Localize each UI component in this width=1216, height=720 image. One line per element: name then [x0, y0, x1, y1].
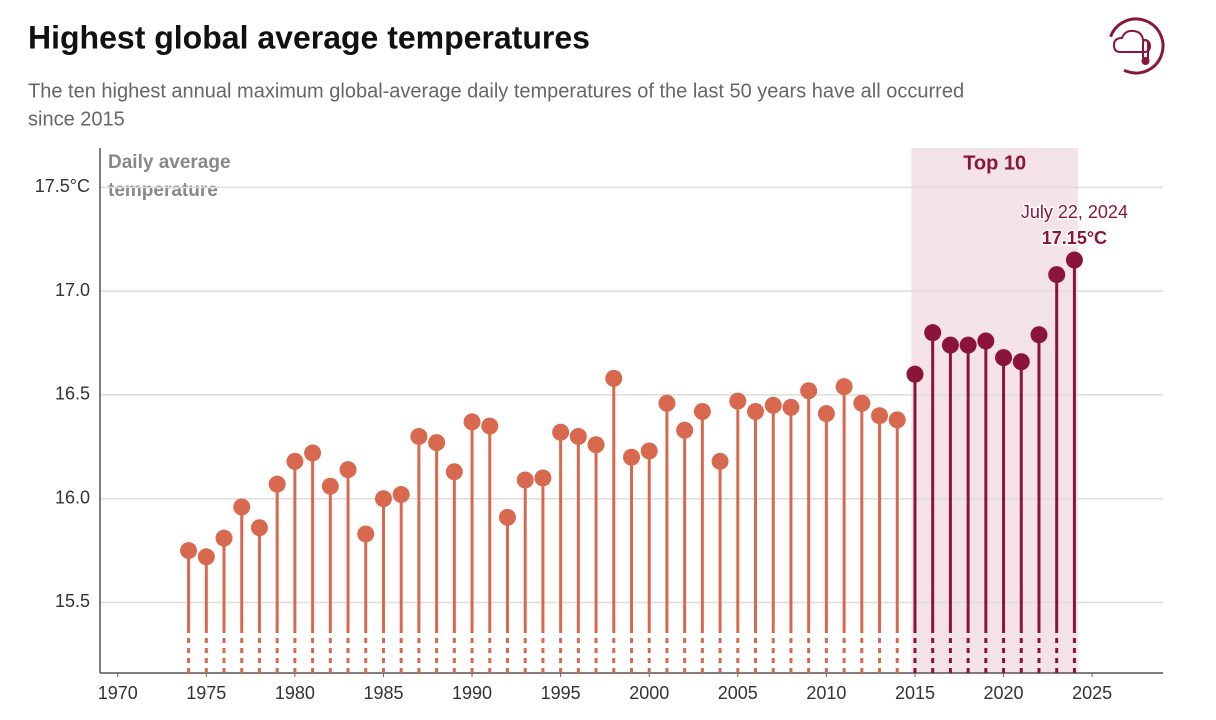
point — [587, 436, 605, 454]
value-label: 17.15°C — [1042, 228, 1107, 248]
y-axis-label: Daily average — [108, 152, 231, 173]
point — [268, 475, 286, 493]
chart-subtitle: since 2015 — [28, 108, 125, 130]
point — [428, 434, 446, 452]
point — [640, 442, 658, 460]
y-tick-label: 17.5°C — [35, 176, 90, 196]
point — [304, 444, 322, 462]
point — [623, 448, 640, 466]
point — [906, 365, 924, 383]
point — [693, 403, 711, 421]
y-tick-label: 16.0 — [55, 487, 90, 507]
x-tick-label: 2015 — [895, 683, 935, 703]
point — [410, 427, 428, 445]
x-tick-label: 2025 — [1072, 683, 1112, 703]
point — [481, 417, 499, 435]
point — [516, 471, 534, 489]
x-tick-label: 1990 — [452, 683, 492, 703]
point — [374, 490, 392, 508]
x-tick-label: 2005 — [718, 683, 758, 703]
x-tick-label: 1995 — [541, 683, 581, 703]
point — [215, 529, 233, 547]
x-tick-label: 2020 — [984, 683, 1024, 703]
point — [286, 452, 304, 470]
point — [552, 423, 570, 441]
point — [817, 405, 835, 423]
point — [977, 332, 995, 350]
point — [835, 378, 853, 396]
point — [392, 486, 410, 504]
chart-title: Highest global average temperatures — [28, 19, 590, 55]
x-tick-label: 2010 — [806, 683, 846, 703]
point — [1012, 353, 1030, 371]
point — [924, 324, 942, 342]
logo — [1107, 17, 1165, 75]
point — [729, 392, 747, 410]
y-axis-label: temperature — [108, 180, 218, 201]
point — [534, 469, 552, 487]
point — [321, 477, 339, 495]
y-tick-label: 16.5 — [55, 384, 90, 404]
point — [463, 413, 481, 431]
x-tick-label: 1975 — [186, 683, 226, 703]
point — [676, 421, 694, 439]
point — [605, 369, 623, 387]
x-tick-label: 2000 — [629, 683, 669, 703]
point — [747, 403, 765, 421]
chart-subtitle: The ten highest annual maximum global-av… — [28, 80, 964, 102]
x-tick-label: 1985 — [363, 683, 403, 703]
point — [871, 407, 889, 425]
point — [233, 498, 251, 516]
point — [995, 349, 1013, 367]
point — [445, 463, 463, 481]
point — [197, 548, 215, 566]
point — [1065, 251, 1083, 269]
point — [658, 394, 676, 412]
point — [853, 394, 871, 412]
point — [357, 525, 375, 543]
point — [250, 519, 268, 537]
point — [569, 427, 587, 445]
point — [711, 452, 729, 470]
point — [339, 461, 357, 479]
point — [800, 382, 818, 400]
point — [959, 336, 977, 354]
point — [1030, 326, 1048, 344]
point — [764, 396, 782, 414]
y-tick-label: 15.5 — [55, 591, 90, 611]
x-tick-label: 1980 — [275, 683, 315, 703]
point — [1048, 266, 1066, 284]
point — [782, 398, 800, 416]
x-tick-label: 1970 — [98, 683, 138, 703]
highlight-label: Top 10 — [963, 152, 1026, 174]
point — [888, 411, 906, 429]
point — [941, 336, 959, 354]
annotation: July 22, 2024 — [1021, 202, 1128, 222]
point — [180, 542, 198, 560]
point — [498, 508, 516, 526]
highlight-band — [911, 148, 1078, 673]
y-tick-label: 17.0 — [55, 280, 90, 300]
